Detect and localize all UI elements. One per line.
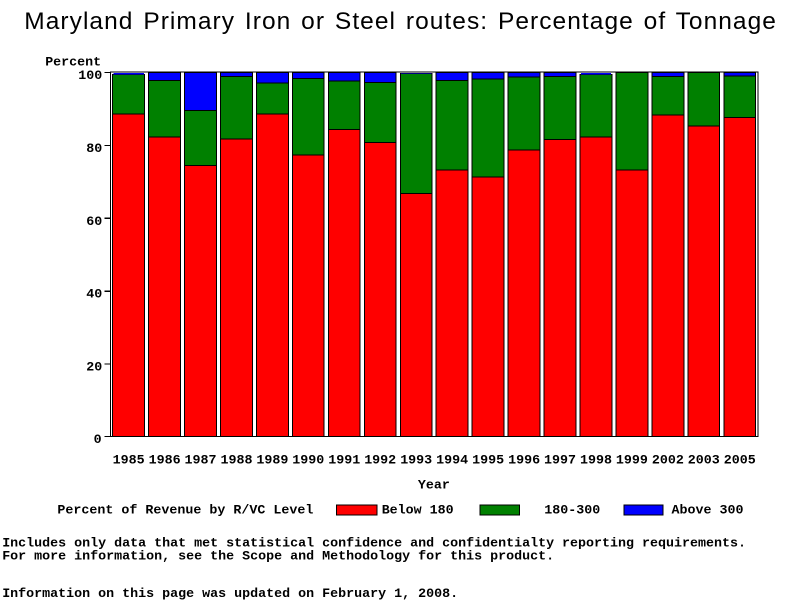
- svg-text:60: 60: [86, 215, 102, 230]
- svg-text:1997: 1997: [544, 453, 576, 468]
- svg-text:Percent of Revenue by R/VC Lev: Percent of Revenue by R/VC Level: [57, 504, 313, 519]
- svg-text:Percent: Percent: [45, 56, 101, 71]
- svg-text:Information on this page was u: Information on this page was updated on …: [2, 587, 458, 600]
- svg-text:For more information, see the: For more information, see the Scope and …: [2, 550, 554, 565]
- svg-text:1989: 1989: [256, 453, 288, 468]
- svg-text:Above 300: Above 300: [672, 504, 744, 519]
- svg-text:2003: 2003: [688, 453, 720, 468]
- svg-text:0: 0: [94, 433, 102, 448]
- svg-text:180-300: 180-300: [544, 504, 600, 519]
- svg-text:Year: Year: [418, 479, 450, 494]
- svg-text:Below 180: Below 180: [382, 504, 454, 519]
- svg-text:Includes only data that met st: Includes only data that met statistical …: [2, 537, 746, 552]
- svg-text:Maryland Primary Iron or Steel: Maryland Primary Iron or Steel routes: P…: [24, 8, 777, 35]
- svg-text:20: 20: [86, 361, 102, 376]
- svg-text:1993: 1993: [400, 453, 432, 468]
- svg-text:1986: 1986: [149, 453, 181, 468]
- svg-text:1987: 1987: [185, 453, 217, 468]
- svg-text:1999: 1999: [616, 453, 648, 468]
- svg-text:1990: 1990: [292, 453, 324, 468]
- svg-text:1994: 1994: [436, 453, 468, 468]
- svg-text:100: 100: [78, 69, 102, 84]
- svg-text:2005: 2005: [724, 453, 756, 468]
- svg-text:1996: 1996: [508, 453, 540, 468]
- svg-text:1988: 1988: [221, 453, 253, 468]
- svg-text:80: 80: [86, 142, 102, 157]
- svg-text:1991: 1991: [328, 453, 360, 468]
- svg-text:1992: 1992: [364, 453, 396, 468]
- svg-text:2002: 2002: [652, 453, 684, 468]
- svg-text:1998: 1998: [580, 453, 612, 468]
- svg-text:40: 40: [86, 288, 102, 303]
- svg-text:1985: 1985: [113, 453, 145, 468]
- svg-text:1995: 1995: [472, 453, 504, 468]
